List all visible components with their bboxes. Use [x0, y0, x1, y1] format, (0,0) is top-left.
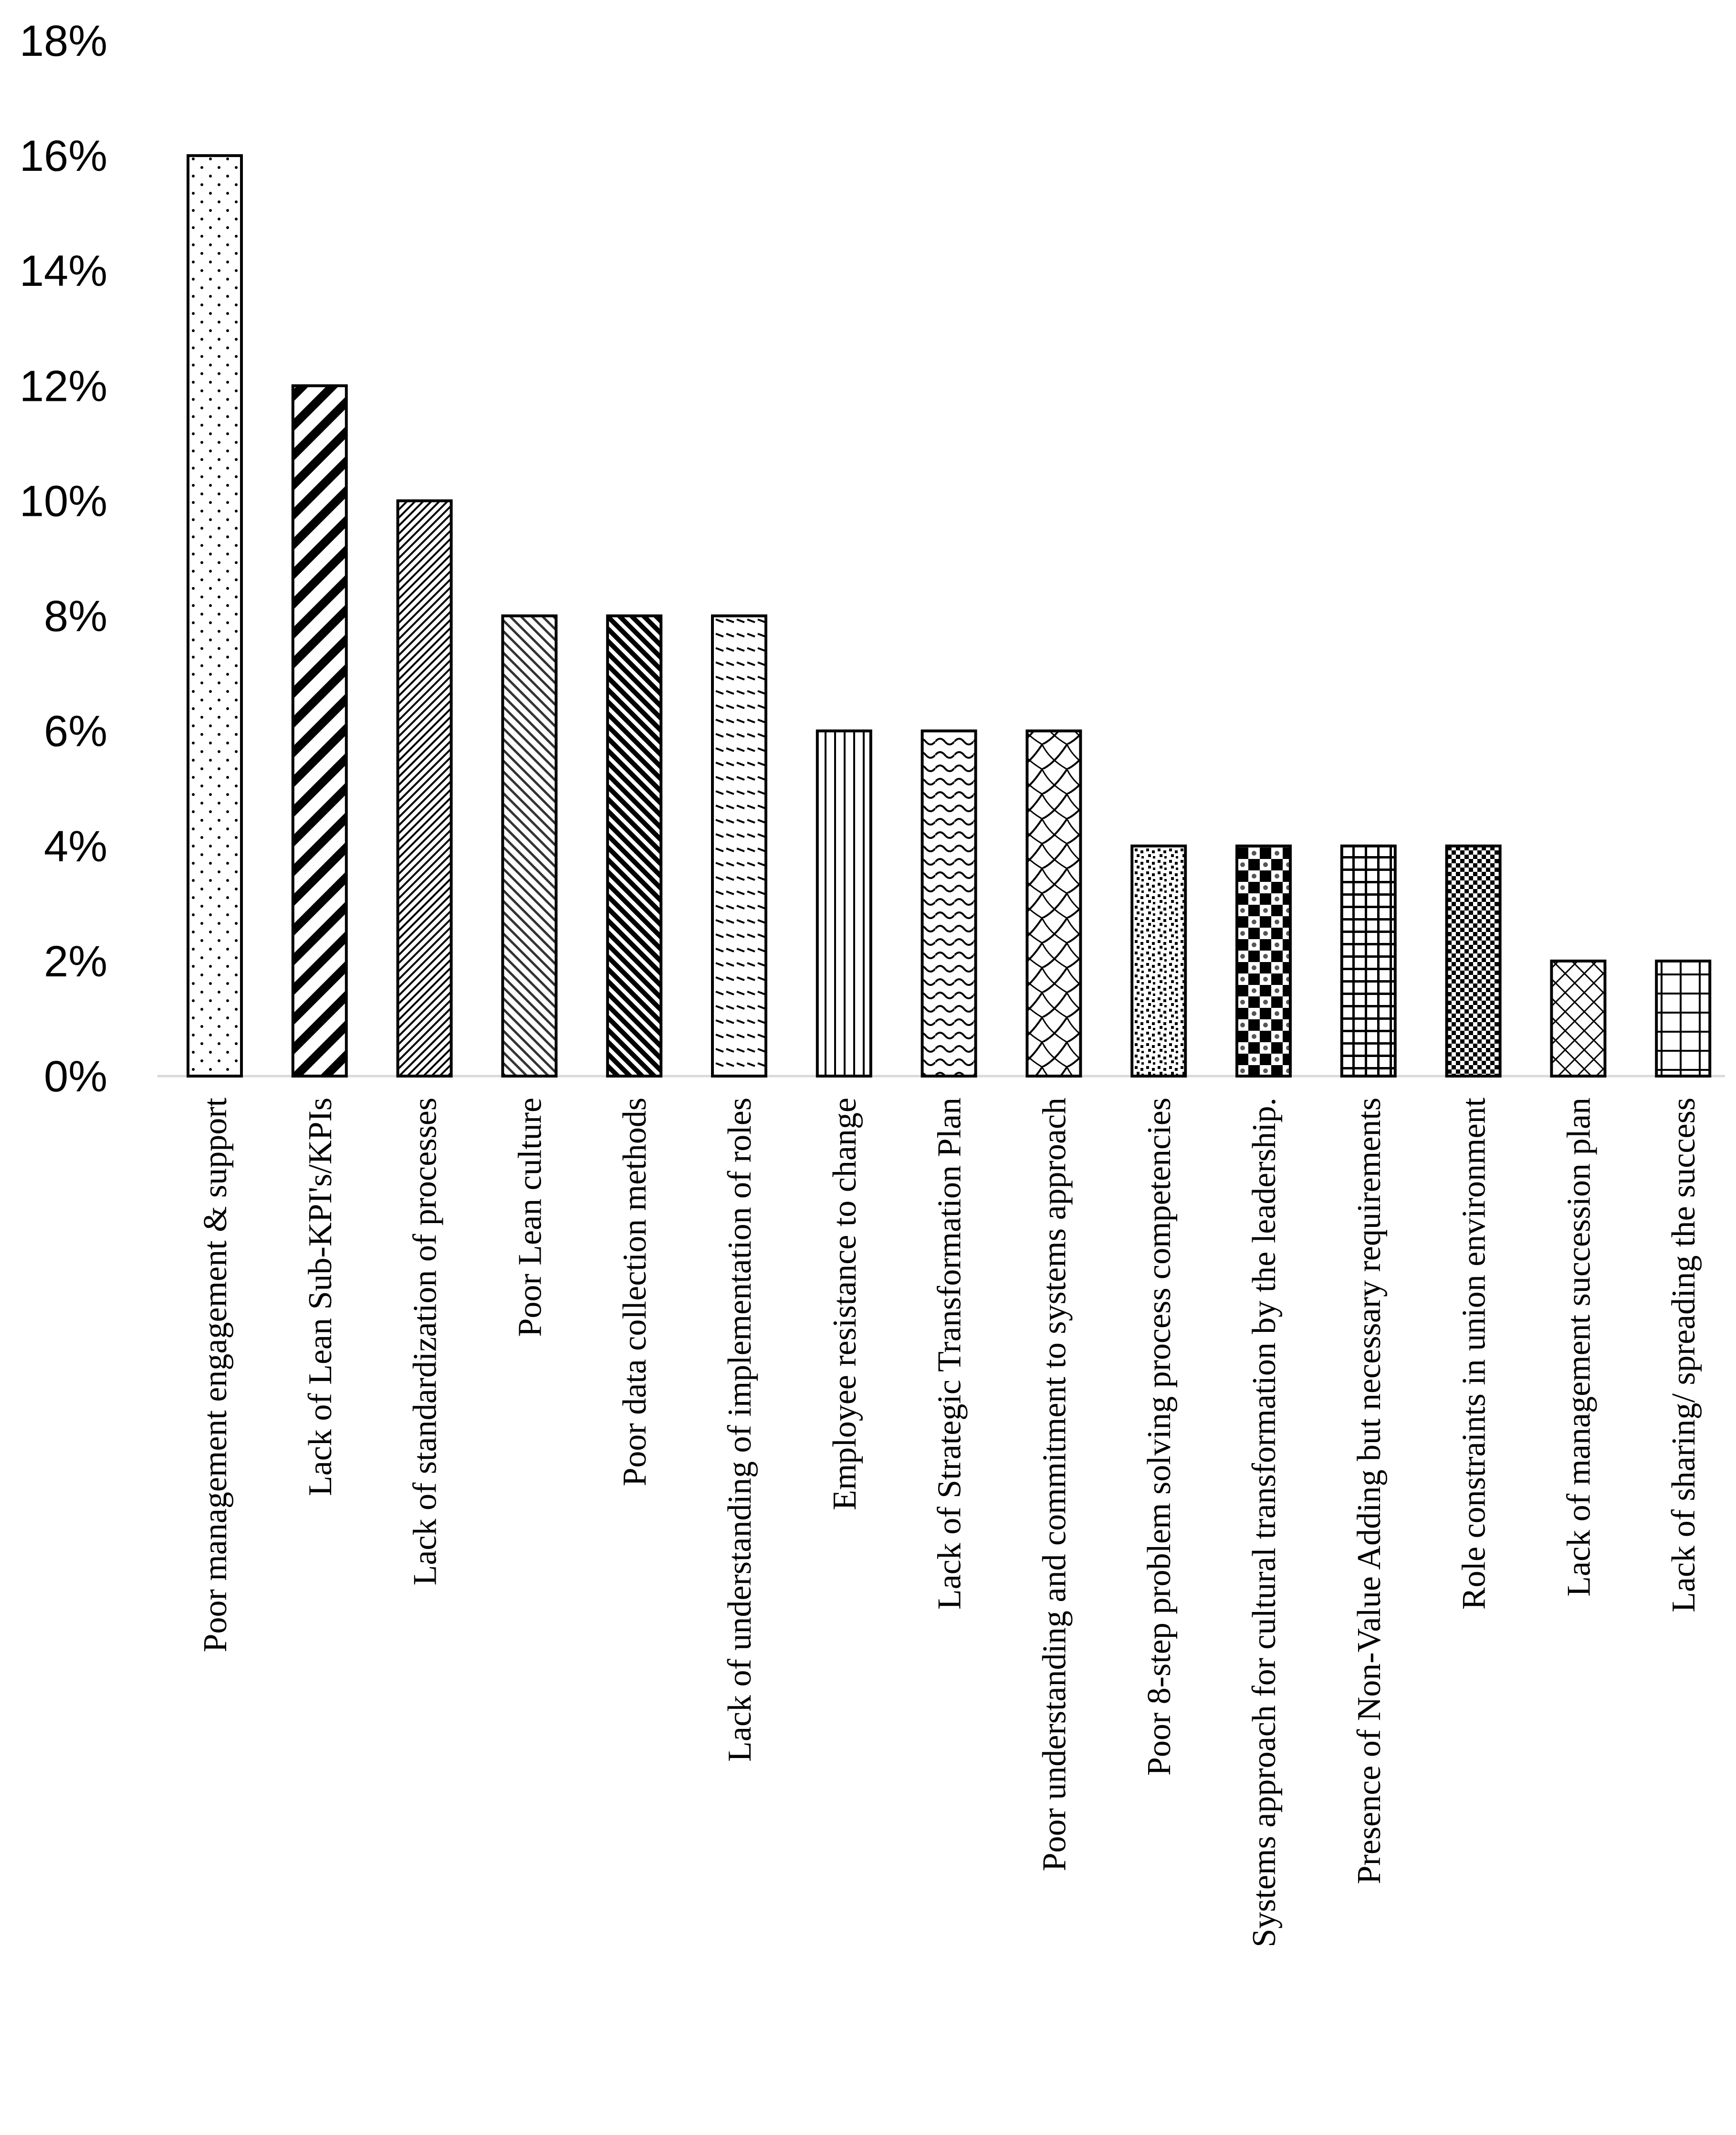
y-tick-label: 8% [44, 592, 107, 641]
x-tick-label: Role constraints in union environment [1456, 1097, 1493, 1610]
x-tick-label: Systems approach for cultural transforma… [1246, 1098, 1283, 1947]
bar [1025, 729, 1082, 1078]
bar [711, 614, 767, 1078]
bars-group [187, 154, 1712, 1078]
x-axis-labels: Poor management engagement & support Lack… [197, 1097, 1702, 1947]
y-tick-label: 16% [20, 132, 107, 180]
x-tick-label: Presence of Non-Value Adding but necessa… [1351, 1098, 1388, 1884]
x-tick-label: Lack of management succession plan [1560, 1098, 1597, 1597]
y-tick-label: 14% [20, 247, 107, 295]
bar [501, 614, 558, 1078]
bar [1235, 844, 1292, 1078]
bar [1655, 959, 1712, 1078]
x-tick-label: Employee resistance to change [826, 1098, 863, 1510]
bar [920, 729, 977, 1078]
bar [1340, 844, 1397, 1078]
x-tick-label: Lack of understanding of implementation … [722, 1098, 758, 1762]
bar [1445, 844, 1502, 1078]
y-tick-label: 2% [44, 937, 107, 986]
x-tick-label: Lack of standardization of processes [407, 1098, 444, 1585]
x-tick-label: Poor management engagement & support [197, 1097, 234, 1652]
bar [291, 384, 348, 1078]
y-tick-label: 6% [44, 707, 107, 756]
y-tick-label: 0% [44, 1052, 107, 1101]
y-axis-ticks: 0% 2% 4% 6% 8% 10% 12% 14% 16% 18% [20, 17, 107, 1101]
y-tick-label: 18% [20, 17, 107, 65]
y-tick-label: 10% [20, 477, 107, 525]
x-tick-label: Poor data collection methods [617, 1098, 653, 1486]
x-tick-label: Lack of Lean Sub-KPI's/KPIs [302, 1098, 339, 1496]
x-tick-label: Lack of Strategic Transformation Plan [931, 1098, 968, 1610]
x-tick-label: Poor 8-step problem solving process comp… [1141, 1098, 1178, 1776]
bar [816, 729, 872, 1078]
bar [187, 154, 243, 1078]
bar [396, 499, 453, 1078]
x-tick-label: Lack of sharing/ spreading the success [1665, 1098, 1702, 1612]
x-tick-label: Poor Lean culture [512, 1098, 548, 1337]
bar [606, 614, 663, 1078]
x-tick-label: Poor understanding and commitment to sys… [1036, 1098, 1073, 1871]
y-tick-label: 12% [20, 362, 107, 410]
bar [1550, 959, 1607, 1078]
y-tick-label: 4% [44, 822, 107, 871]
bar [1130, 844, 1187, 1078]
